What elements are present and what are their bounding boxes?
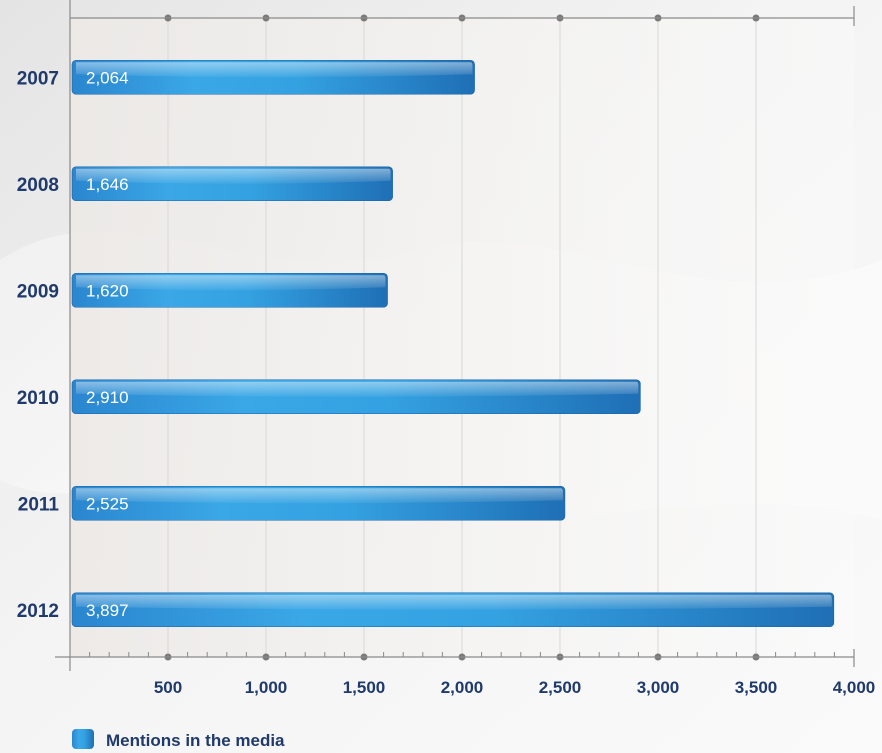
category-label: 2010 xyxy=(17,388,59,409)
bar-group: 1,646 xyxy=(71,166,393,202)
bar-highlight xyxy=(76,62,473,78)
bar-group: 2,910 xyxy=(71,379,641,415)
category-label: 2012 xyxy=(17,601,59,622)
category-label: 2009 xyxy=(17,281,59,302)
bar-group: 1,620 xyxy=(71,272,388,308)
axis-layer xyxy=(55,0,855,671)
legend-label: Mentions in the media xyxy=(106,731,285,750)
x-tick-label: 4,000 xyxy=(833,678,876,697)
legend-swatch xyxy=(72,729,94,749)
bar-group: 2,525 xyxy=(71,485,566,521)
bar-group: 2,064 xyxy=(71,59,475,95)
bar-group: 3,897 xyxy=(71,592,835,628)
x-tick-label: 3,500 xyxy=(735,678,778,697)
bar-value-label: 2,525 xyxy=(86,494,129,513)
x-tick-label: 1,000 xyxy=(245,678,288,697)
x-tick-label: 2,000 xyxy=(441,678,484,697)
bar-highlight xyxy=(76,594,832,610)
legend: Mentions in the media xyxy=(72,729,285,750)
bars-layer: 2,064 1,646 1,620 2,910 2,525 3,897 xyxy=(71,59,835,628)
bar-value-label: 1,646 xyxy=(86,175,129,194)
bar-highlight xyxy=(76,381,639,397)
bar-value-label: 3,897 xyxy=(86,601,129,620)
grid-layer xyxy=(164,14,760,661)
bar-highlight xyxy=(76,168,391,184)
bar-value-label: 2,910 xyxy=(86,388,129,407)
bar-value-label: 1,620 xyxy=(86,281,129,300)
bar-value-label: 2,064 xyxy=(86,68,129,87)
labels-layer: 500 1,000 1,500 2,000 2,500 3,000 3,500 4,000 20… xyxy=(17,68,876,697)
x-tick-label: 500 xyxy=(154,678,182,697)
x-tick-label: 2,500 xyxy=(539,678,582,697)
x-tick-label: 3,000 xyxy=(637,678,680,697)
category-label: 2011 xyxy=(18,494,60,515)
bar-highlight xyxy=(76,275,386,291)
category-label: 2007 xyxy=(17,68,59,89)
x-tick-label: 1,500 xyxy=(343,678,386,697)
category-label: 2008 xyxy=(17,175,59,196)
bar-highlight xyxy=(76,488,563,504)
